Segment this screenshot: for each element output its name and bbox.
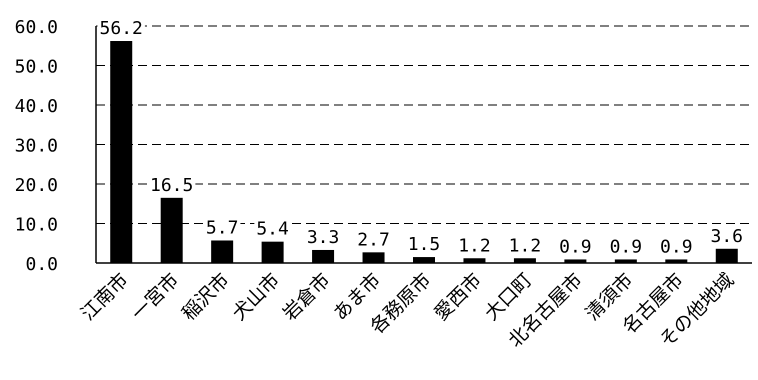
x-tick-label: 愛西市 <box>430 269 486 325</box>
data-label-bg <box>304 226 342 248</box>
bar <box>564 259 587 263</box>
data-label: 1.5 <box>408 234 441 255</box>
data-label: 2.7 <box>357 229 390 250</box>
y-axis-ticks: 0.0 10.0 20.0 30.0 40.0 50.0 60.0 <box>15 17 58 275</box>
data-label: 5.4 <box>256 219 289 240</box>
x-tick-label: 岩倉市 <box>279 269 335 325</box>
data-label-bg <box>456 235 493 257</box>
bar <box>614 259 637 263</box>
data-label-bg <box>355 229 392 251</box>
x-tick-label: 江南市 <box>77 269 133 325</box>
y-tick-label: 30.0 <box>15 136 58 157</box>
bar <box>362 252 385 263</box>
y-tick-label: 50.0 <box>15 57 58 78</box>
grid-lines <box>96 25 752 224</box>
data-label: 0.9 <box>610 236 643 257</box>
data-label-bg <box>254 218 291 240</box>
data-label-bg <box>203 217 241 239</box>
bar <box>665 259 688 263</box>
data-label-bg <box>148 174 196 196</box>
y-tick-label: 40.0 <box>15 96 58 117</box>
data-label-bg <box>506 235 544 257</box>
data-label: 3.6 <box>711 226 744 247</box>
bar <box>413 257 435 263</box>
bar <box>160 197 183 263</box>
bars <box>110 41 738 264</box>
data-label-bg <box>607 236 645 258</box>
bar <box>312 249 335 263</box>
x-tick-label: 一宮市 <box>127 269 183 325</box>
data-label: 0.9 <box>660 236 693 257</box>
y-tick-label: 10.0 <box>15 215 58 236</box>
data-label-bg <box>557 236 594 258</box>
data-label: 1.2 <box>458 235 491 256</box>
data-label: 56.2 <box>100 18 143 39</box>
bar <box>513 258 536 263</box>
data-label: 16.5 <box>150 175 193 196</box>
x-tick-label: 稲沢市 <box>178 269 234 325</box>
bar <box>261 241 284 263</box>
x-axis-labels: 江南市一宮市稲沢市犬山市岩倉市あま市各務原市愛西市大口町北名古屋市清須市名古屋市… <box>77 269 738 352</box>
bar <box>110 41 133 264</box>
y-tick-label: 20.0 <box>15 175 58 196</box>
x-tick-label: 犬山市 <box>228 269 284 325</box>
data-label-bg <box>97 18 145 40</box>
data-label: 1.2 <box>509 235 542 256</box>
data-label-bg <box>658 236 695 258</box>
data-label: 3.3 <box>307 227 340 248</box>
bar <box>715 248 738 263</box>
y-tick-label: 60.0 <box>15 17 58 38</box>
bar <box>211 240 234 263</box>
data-label: 0.9 <box>559 236 592 257</box>
data-label-bg <box>708 225 746 247</box>
data-label-bg <box>405 234 443 256</box>
data-labels: 56.2 16.5 5.7 5.4 3.3 2.7 1.5 1.2 1.2 0.9 0.9 0.9 3.… <box>97 18 746 258</box>
y-tick-label: 0.0 <box>25 254 58 275</box>
bar <box>463 258 486 263</box>
data-label: 5.7 <box>206 217 239 238</box>
